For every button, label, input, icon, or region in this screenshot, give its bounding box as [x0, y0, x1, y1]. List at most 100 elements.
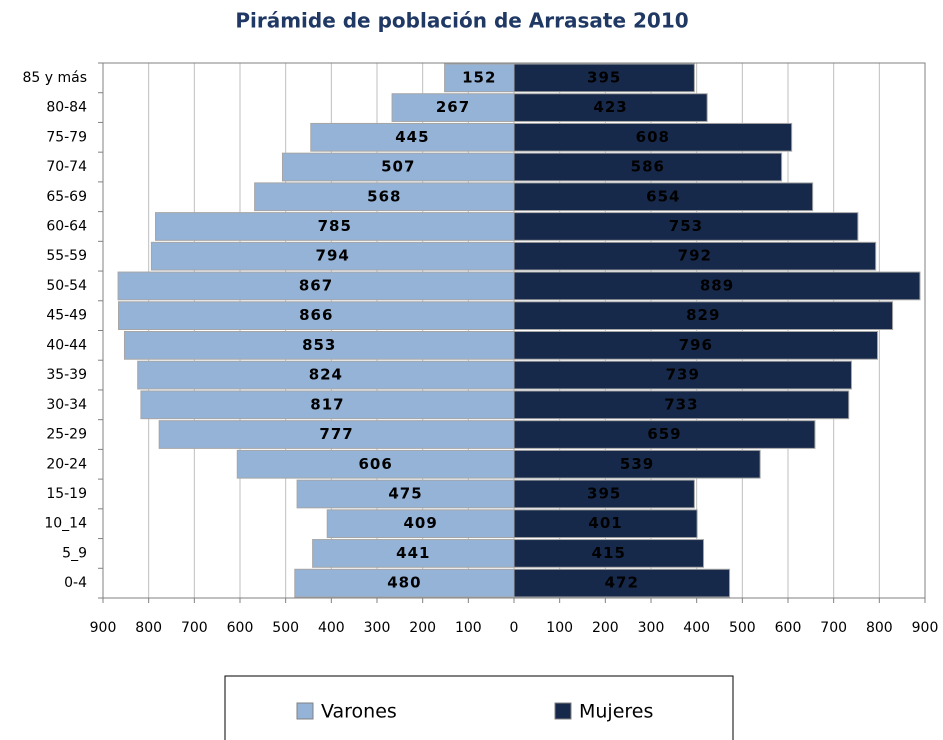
bar	[296, 479, 515, 509]
value-label: 409	[403, 514, 437, 532]
bar	[158, 420, 515, 449]
bar	[513, 63, 695, 93]
value-label: 395	[587, 68, 621, 86]
chart-title: Pirámide de población de Arrasate 2010	[235, 9, 688, 33]
bar	[444, 63, 515, 93]
value-label: 792	[678, 247, 712, 265]
value-label: 152	[462, 68, 496, 86]
value-label: 659	[647, 425, 681, 443]
y-tick-label: 5_9	[62, 545, 87, 561]
value-label: 824	[309, 366, 343, 384]
bar	[312, 539, 515, 568]
value-label: 441	[396, 544, 430, 562]
legend-label: Varones	[321, 701, 397, 723]
x-tick-label: 0	[510, 620, 519, 636]
x-tick-label: 500	[729, 620, 756, 636]
bar	[513, 479, 695, 509]
bar	[513, 93, 708, 122]
bar	[513, 241, 877, 271]
x-tick-label: 100	[546, 620, 573, 636]
value-label: 777	[319, 425, 353, 443]
value-label: 853	[302, 336, 336, 354]
value-label: 267	[436, 98, 470, 116]
bar	[513, 509, 698, 539]
x-tick-label: 900	[912, 620, 939, 636]
x-tick-label: 100	[455, 620, 482, 636]
value-label: 796	[679, 336, 713, 354]
value-label: 606	[358, 455, 392, 473]
bar	[513, 182, 814, 212]
y-tick-label: 40-44	[46, 337, 87, 353]
bar	[513, 152, 783, 182]
bar	[513, 449, 761, 479]
y-tick-label: 55-59	[46, 248, 87, 264]
y-tick-label: 20-24	[46, 456, 87, 472]
value-label: 654	[646, 187, 680, 205]
x-tick-label: 800	[866, 620, 893, 636]
bar	[117, 271, 515, 301]
legend-label: Mujeres	[579, 701, 653, 723]
value-label: 794	[316, 247, 350, 265]
bar	[513, 212, 859, 241]
y-tick-label: 60-64	[46, 218, 87, 234]
value-label: 867	[299, 276, 333, 294]
x-tick-label: 200	[409, 620, 436, 636]
value-label: 739	[666, 366, 700, 384]
x-tick-label: 300	[364, 620, 391, 636]
x-tick-label: 400	[683, 620, 710, 636]
bar	[513, 271, 921, 301]
y-tick-label: 75-79	[46, 129, 87, 145]
bar	[513, 420, 816, 449]
value-label: 472	[605, 574, 639, 592]
value-label: 733	[664, 395, 698, 413]
value-label: 507	[381, 158, 415, 176]
value-label: 889	[700, 276, 734, 294]
legend-swatch	[554, 702, 572, 720]
y-tick-label: 85 y más	[22, 70, 87, 86]
value-label: 395	[587, 484, 621, 502]
value-label: 829	[686, 306, 720, 324]
bar	[310, 122, 515, 152]
value-label: 817	[310, 395, 344, 413]
value-label: 785	[318, 217, 352, 235]
value-label: 866	[299, 306, 333, 324]
x-tick-label: 300	[638, 620, 665, 636]
bar	[123, 331, 515, 360]
x-tick-label: 600	[227, 620, 254, 636]
value-label: 586	[631, 158, 665, 176]
x-tick-label: 800	[135, 620, 162, 636]
bar	[140, 390, 515, 420]
y-tick-label: 15-19	[46, 486, 87, 502]
bar	[513, 568, 731, 598]
value-label: 423	[593, 98, 627, 116]
x-tick-label: 500	[272, 620, 299, 636]
y-tick-label: 70-74	[46, 159, 87, 175]
x-tick-label: 700	[820, 620, 847, 636]
bar	[513, 360, 852, 390]
value-label: 475	[388, 484, 422, 502]
y-tick-label: 65-69	[46, 189, 87, 205]
value-label: 480	[387, 574, 421, 592]
value-label: 539	[620, 455, 654, 473]
value-label: 445	[395, 128, 429, 146]
x-tick-label: 600	[775, 620, 802, 636]
bar	[513, 539, 705, 568]
value-label: 608	[636, 128, 670, 146]
y-tick-label: 30-34	[46, 397, 87, 413]
bar	[236, 449, 515, 479]
x-tick-label: 700	[181, 620, 208, 636]
x-tick-label: 900	[90, 620, 117, 636]
bar	[513, 331, 879, 360]
bar	[150, 241, 515, 271]
bar	[513, 390, 850, 420]
y-tick-label: 80-84	[46, 100, 87, 116]
value-label: 753	[669, 217, 703, 235]
y-tick-label: 25-29	[46, 427, 87, 443]
bar	[118, 301, 515, 330]
y-tick-label: 35-39	[46, 367, 87, 383]
bar	[513, 122, 793, 152]
y-tick-label: 50-54	[46, 278, 87, 294]
bar	[155, 212, 515, 241]
y-tick-label: 45-49	[46, 308, 87, 324]
